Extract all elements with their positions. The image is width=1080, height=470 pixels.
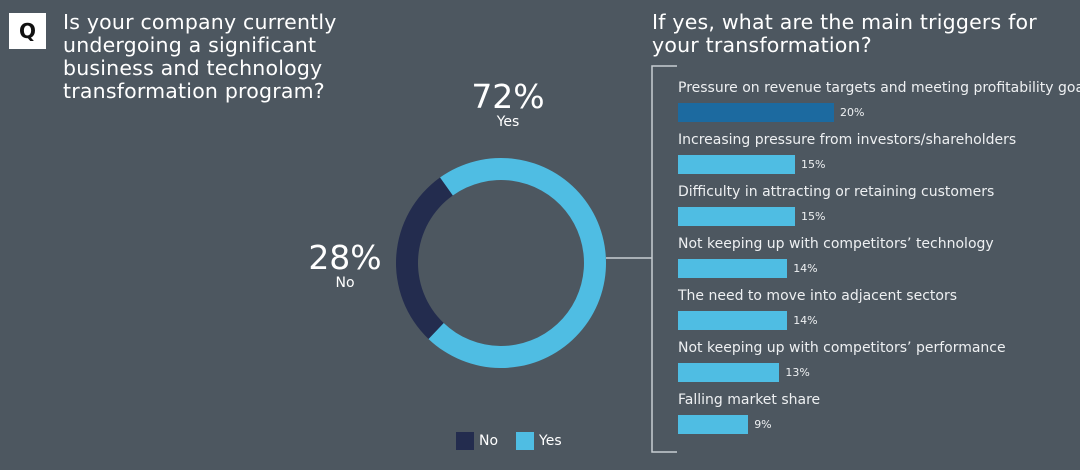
bar-category-label: Falling market share xyxy=(678,392,821,408)
no-percent: 28% xyxy=(308,238,382,277)
triggers-bar-chart: Pressure on revenue targets and meeting … xyxy=(678,80,1080,444)
legend-label-no: No xyxy=(479,433,499,449)
bar-category-label: Difficulty in attracting or retaining cu… xyxy=(678,184,995,200)
bar-value-label: 14% xyxy=(793,314,818,327)
bar-value-label: 20% xyxy=(840,106,865,119)
bar-item: The need to move into adjacent sectors 1… xyxy=(678,288,1080,340)
bar-item: Not keeping up with competitors’ perform… xyxy=(678,340,1080,392)
bar-row: 14% xyxy=(678,311,1080,330)
bar-item: Not keeping up with competitors’ technol… xyxy=(678,236,1080,288)
yes-percent: 72% xyxy=(471,77,545,116)
bar xyxy=(678,155,795,174)
bar-item: Falling market share 9% xyxy=(678,392,1080,444)
yes-text: Yes xyxy=(496,114,520,130)
bracket-line xyxy=(651,65,677,453)
bar-value-label: 13% xyxy=(785,366,810,379)
bar-row: 13% xyxy=(678,363,1080,382)
bar-row: 14% xyxy=(678,259,1080,278)
left-question-title: Is your company currently undergoing a s… xyxy=(63,10,337,103)
legend-label-yes: Yes xyxy=(539,433,562,449)
legend: No Yes xyxy=(456,432,562,450)
bar-item: Difficulty in attracting or retaining cu… xyxy=(678,184,1080,236)
bar-row: 20% xyxy=(678,103,1080,122)
bar-row: 15% xyxy=(678,207,1080,226)
bar-category-label: Not keeping up with competitors’ perform… xyxy=(678,340,1006,356)
q-badge: Q xyxy=(9,13,46,49)
bar xyxy=(678,363,780,382)
donut-slice-no xyxy=(395,177,453,339)
bar-category-label: Pressure on revenue targets and meeting … xyxy=(678,80,1080,96)
bar xyxy=(678,103,834,122)
no-text: No xyxy=(335,275,355,291)
bar-row: 15% xyxy=(678,155,1080,174)
bar-category-label: Increasing pressure from investors/share… xyxy=(678,132,1017,148)
yes-label: 72% Yes xyxy=(458,77,558,131)
bar-row: 9% xyxy=(678,415,1080,434)
bar xyxy=(678,207,795,226)
right-question-title: If yes, what are the main triggers for y… xyxy=(652,10,1037,57)
legend-swatch-no xyxy=(456,432,474,450)
bar-category-label: The need to move into adjacent sectors xyxy=(678,288,958,304)
no-label: 28% No xyxy=(295,238,395,292)
bar-item: Pressure on revenue targets and meeting … xyxy=(678,80,1080,132)
donut-slice-yes xyxy=(428,158,606,368)
bar-item: Increasing pressure from investors/share… xyxy=(678,132,1080,184)
bar-category-label: Not keeping up with competitors’ technol… xyxy=(678,236,994,252)
bar xyxy=(678,259,788,278)
bar-value-label: 15% xyxy=(801,210,826,223)
bar xyxy=(678,415,749,434)
bar-value-label: 15% xyxy=(801,158,826,171)
bar-value-label: 9% xyxy=(754,418,772,431)
legend-swatch-yes xyxy=(516,432,535,450)
bar xyxy=(678,311,788,330)
bar-value-label: 14% xyxy=(793,262,818,275)
